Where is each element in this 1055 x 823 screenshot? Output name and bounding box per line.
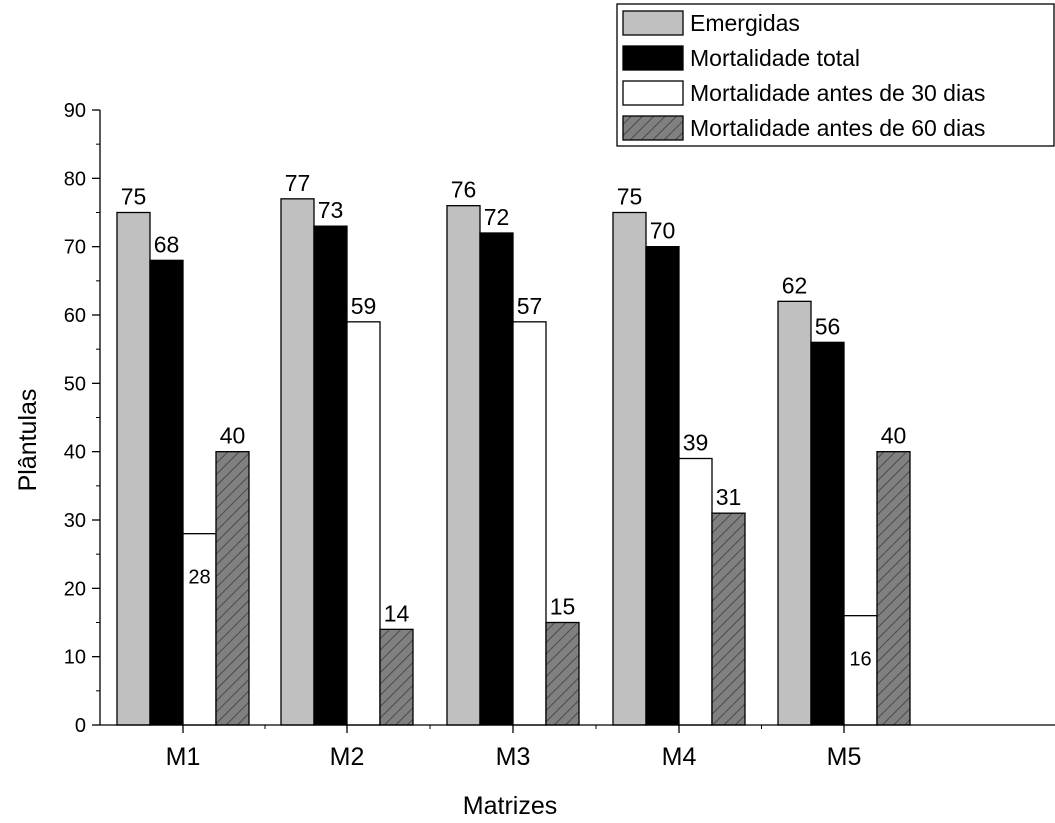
bar-m3-series-4: [545, 621, 580, 726]
legend-label: Emergidas: [690, 10, 800, 36]
x-tick-label-m2: M2: [330, 743, 365, 771]
bars-layer: 75 77 76 75 62 68 73 72 70 56 28 59 57 39 16 40 14 15 31 40: [116, 170, 911, 726]
y-tick-label: 50: [64, 373, 86, 395]
legend: Emergidas Mortalidade total Mortalidade an…: [616, 3, 1055, 147]
value-label: 28: [188, 567, 210, 589]
bar-m1-series-2: [149, 259, 184, 726]
bar-m1-series-1: [116, 211, 151, 726]
bar-m5-series-4: [876, 451, 911, 726]
bar-m3-series-3: [512, 321, 547, 726]
value-label: 77: [285, 170, 311, 196]
x-axis-title: Matrizes: [463, 792, 557, 820]
y-tick-label: 90: [64, 100, 86, 122]
bar-m1-series-3: [182, 533, 217, 726]
legend-label: Mortalidade antes de 60 dias: [690, 115, 985, 141]
y-tick-label: 70: [64, 237, 86, 259]
value-label: 70: [650, 218, 676, 244]
bar-m5-series-2: [810, 341, 845, 726]
y-tick-label: 80: [64, 168, 86, 190]
bar-m4-series-4: [711, 512, 746, 726]
value-label: 40: [220, 423, 246, 449]
value-label: 31: [716, 484, 742, 510]
y-tick-label: 30: [64, 510, 86, 532]
bar-m4-series-3: [678, 457, 713, 726]
y-tick-label: 20: [64, 578, 86, 600]
value-label: 72: [484, 204, 510, 230]
legend-swatch: [622, 45, 684, 71]
y-tick-label: 40: [64, 442, 86, 464]
value-label: 16: [849, 649, 871, 671]
y-tick-label: 0: [75, 715, 86, 737]
value-label: 59: [351, 293, 377, 319]
bar-m2-series-1: [280, 198, 315, 726]
value-label: 39: [683, 430, 709, 456]
legend-swatch: [622, 115, 684, 141]
x-tick-label-m3: M3: [496, 743, 531, 771]
value-label: 62: [782, 272, 808, 298]
bar-m4-series-2: [645, 246, 680, 726]
value-label: 75: [617, 184, 643, 210]
bar-m2-series-3: [346, 321, 381, 726]
value-label: 75: [121, 184, 147, 210]
bar-m1-series-4: [215, 451, 250, 726]
axes-layer: 0 10 20 30 40 50 60 70 80 90 M1 M2 M3 M4 M5: [64, 100, 1055, 771]
bar-m4-series-1: [612, 211, 647, 726]
value-label: 68: [154, 231, 180, 257]
bar-m5-series-1: [777, 300, 812, 726]
bar-m2-series-4: [379, 628, 414, 726]
legend-label: Mortalidade total: [690, 45, 860, 71]
value-label: 40: [881, 423, 907, 449]
bar-m3-series-1: [446, 205, 481, 726]
x-tick-label-m4: M4: [662, 743, 697, 771]
y-axis-title: Plântulas: [14, 389, 42, 492]
y-tick-label: 10: [64, 647, 86, 669]
y-tick-label: 60: [64, 305, 86, 327]
bar-m3-series-2: [479, 232, 514, 726]
value-label: 15: [550, 594, 576, 620]
bar-m2-series-2: [313, 225, 348, 726]
value-label: 76: [451, 177, 477, 203]
legend-swatch: [622, 10, 684, 36]
value-label: 56: [815, 313, 841, 339]
legend-swatch: [622, 80, 684, 106]
legend-box: [616, 3, 1055, 147]
value-label: 14: [384, 600, 410, 626]
value-label: 57: [517, 293, 543, 319]
legend-label: Mortalidade antes de 30 dias: [690, 80, 985, 106]
bar-m5-series-3: [843, 615, 878, 726]
x-tick-label-m1: M1: [166, 743, 201, 771]
value-label: 73: [318, 197, 344, 223]
x-tick-label-m5: M5: [827, 743, 862, 771]
